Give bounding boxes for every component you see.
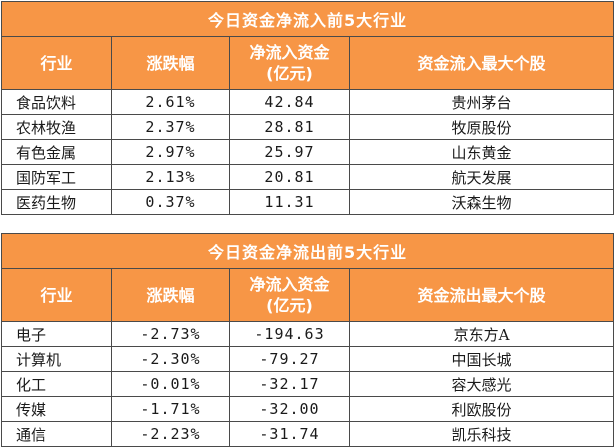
outflow-table: 今日资金净流出前5大行业 行业 涨跌幅 净流入资金 (亿元) 资金流出最大个股 电… [0, 233, 615, 447]
table-row: 传媒 -1.71% -32.00 利欧股份 [1, 396, 615, 422]
top-stock-cell: 贵州茅台 [348, 89, 615, 115]
industry-cell: 计算机 [1, 346, 112, 372]
industry-cell: 化工 [1, 371, 112, 397]
top-stock-cell: 沃森生物 [348, 189, 615, 215]
inflow-header-top-stock: 资金流入最大个股 [348, 36, 615, 90]
change-cell: -2.30% [111, 346, 230, 372]
table-row: 食品饮料 2.61% 42.84 贵州茅台 [1, 89, 615, 115]
table-row: 农林牧渔 2.37% 28.81 牧原股份 [1, 114, 615, 140]
change-cell: -1.71% [111, 396, 230, 422]
industry-cell: 食品饮料 [1, 89, 112, 115]
top-stock-cell: 山东黄金 [348, 139, 615, 165]
industry-cell: 国防军工 [1, 164, 112, 190]
netflow-cell: 42.84 [229, 89, 350, 115]
outflow-title: 今日资金净流出前5大行业 [0, 233, 615, 269]
inflow-title: 今日资金净流入前5大行业 [0, 1, 615, 37]
netflow-cell: -31.74 [229, 421, 350, 447]
change-cell: 2.37% [111, 114, 230, 140]
table-row: 计算机 -2.30% -79.27 中国长城 [1, 346, 615, 372]
outflow-header-top-stock: 资金流出最大个股 [348, 268, 615, 322]
change-cell: -0.01% [111, 371, 230, 397]
change-cell: -2.73% [111, 321, 230, 347]
industry-cell: 通信 [1, 421, 112, 447]
top-stock-cell: 中国长城 [348, 346, 615, 372]
netflow-cell: -32.17 [229, 371, 350, 397]
netflow-cell: -79.27 [229, 346, 350, 372]
outflow-header-netflow-text: 净流入资金 (亿元) [249, 275, 330, 315]
change-cell: 2.13% [111, 164, 230, 190]
netflow-cell: 11.31 [229, 189, 350, 215]
industry-cell: 农林牧渔 [1, 114, 112, 140]
change-cell: -2.23% [111, 421, 230, 447]
table-row: 通信 -2.23% -31.74 凯乐科技 [1, 421, 615, 447]
outflow-header-industry: 行业 [1, 268, 112, 322]
inflow-table: 今日资金净流入前5大行业 行业 涨跌幅 净流入资金 (亿元) 资金流入最大个股 食… [0, 1, 615, 215]
change-cell: 0.37% [111, 189, 230, 215]
netflow-cell: 28.81 [229, 114, 350, 140]
change-cell: 2.97% [111, 139, 230, 165]
netflow-cell: 20.81 [229, 164, 350, 190]
inflow-header-change: 涨跌幅 [111, 36, 230, 90]
top-stock-cell: 航天发展 [348, 164, 615, 190]
top-stock-cell: 利欧股份 [348, 396, 615, 422]
change-cell: 2.61% [111, 89, 230, 115]
netflow-cell: 25.97 [229, 139, 350, 165]
netflow-cell: -32.00 [229, 396, 350, 422]
industry-cell: 医药生物 [1, 189, 112, 215]
inflow-header-netflow-text: 净流入资金 (亿元) [249, 43, 330, 83]
outflow-header-change: 涨跌幅 [111, 268, 230, 322]
table-row: 有色金属 2.97% 25.97 山东黄金 [1, 139, 615, 165]
inflow-header-netflow: 净流入资金 (亿元) [229, 36, 350, 90]
table-row: 化工 -0.01% -32.17 容大感光 [1, 371, 615, 397]
table-row: 医药生物 0.37% 11.31 沃森生物 [1, 189, 615, 215]
netflow-cell: -194.63 [229, 321, 350, 347]
industry-cell: 传媒 [1, 396, 112, 422]
inflow-header-industry: 行业 [1, 36, 112, 90]
top-stock-cell: 容大感光 [348, 371, 615, 397]
industry-cell: 电子 [1, 321, 112, 347]
table-row: 电子 -2.73% -194.63 京东方A [1, 321, 615, 347]
industry-cell: 有色金属 [1, 139, 112, 165]
outflow-header-netflow: 净流入资金 (亿元) [229, 268, 350, 322]
top-stock-cell: 凯乐科技 [348, 421, 615, 447]
top-stock-cell: 京东方A [348, 321, 615, 347]
top-stock-cell: 牧原股份 [348, 114, 615, 140]
table-row: 国防军工 2.13% 20.81 航天发展 [1, 164, 615, 190]
